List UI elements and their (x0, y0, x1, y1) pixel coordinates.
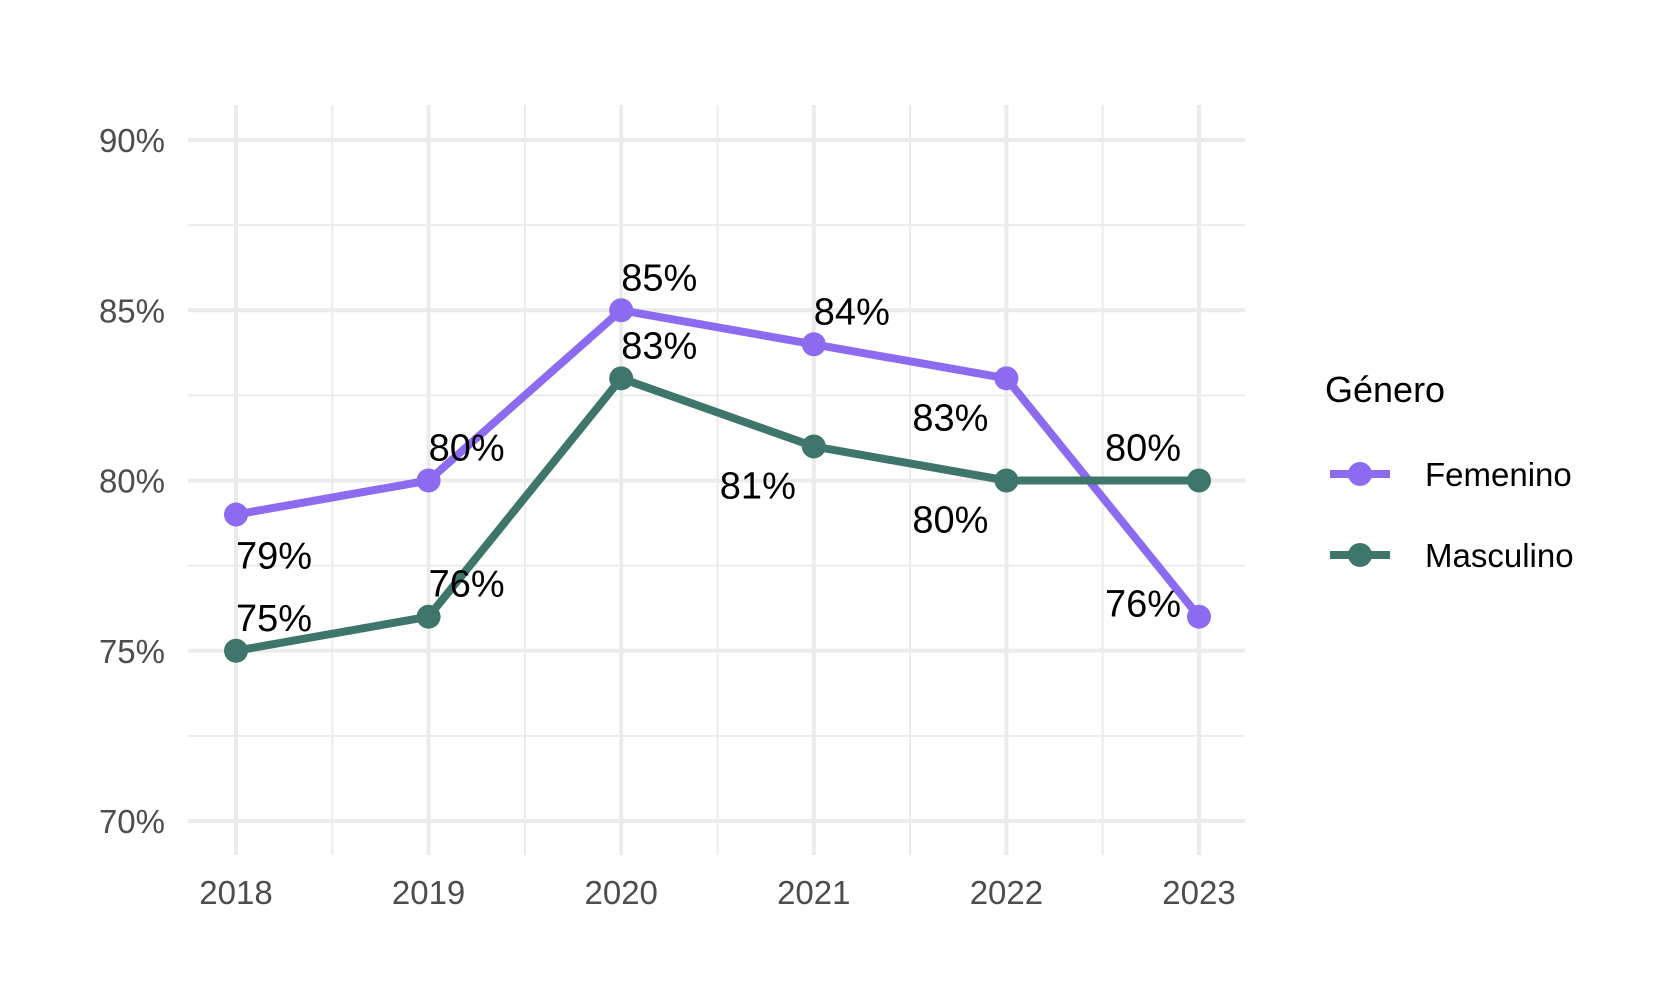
data-point-masculino (994, 468, 1019, 493)
data-label-femenino: 80% (429, 428, 505, 470)
x-tick-label: 2021 (777, 874, 850, 911)
data-label-femenino: 83% (912, 397, 988, 439)
series-line-femenino (232, 306, 1203, 621)
data-point-masculino (801, 434, 826, 459)
data-point-masculino (1187, 468, 1211, 493)
data-point-masculino (416, 604, 441, 629)
legend-label-femenino: Femenino (1425, 456, 1572, 493)
data-point-femenino (416, 468, 441, 493)
x-tick-label: 2019 (392, 874, 465, 911)
y-tick-label: 75% (99, 633, 165, 670)
y-tick-label: 85% (99, 292, 165, 329)
data-point-femenino (801, 332, 826, 357)
data-point-masculino (224, 638, 248, 663)
data-labels: 79% 80% 85% 84% 83% 76% 75% 76% 83% 81% 80% 80% (236, 257, 1181, 640)
data-point-femenino (224, 502, 248, 527)
data-label-femenino: 85% (621, 257, 697, 299)
data-label-masculino: 76% (429, 564, 505, 606)
data-label-femenino: 84% (814, 291, 890, 333)
series-lines (224, 298, 1211, 663)
legend: Género Femenino Masculino (1325, 369, 1574, 574)
legend-key-point (1348, 462, 1372, 486)
y-tick-label: 80% (99, 463, 165, 500)
data-label-femenino: 79% (236, 536, 312, 578)
x-tick-label: 2020 (584, 874, 657, 911)
data-point-masculino (609, 366, 634, 391)
y-tick-label: 90% (99, 122, 165, 159)
legend-title: Género (1325, 369, 1445, 410)
series-line-masculino (232, 374, 1203, 655)
grid (188, 105, 1245, 855)
data-point-femenino (1187, 604, 1211, 629)
legend-key-point (1348, 543, 1372, 567)
data-point-femenino (609, 298, 634, 323)
x-tick-label: 2018 (199, 874, 272, 911)
x-tick-label: 2022 (970, 874, 1043, 911)
data-label-masculino: 81% (720, 465, 796, 507)
x-tick-label: 2023 (1162, 874, 1235, 911)
legend-label-masculino: Masculino (1425, 537, 1574, 574)
data-label-femenino: 76% (1105, 584, 1181, 626)
y-tick-label: 70% (99, 803, 165, 840)
data-label-masculino: 83% (621, 325, 697, 367)
axes: 70% 75% 80% 85% 90% 2018 2019 2020 2021 2022 2023 (99, 122, 1236, 911)
data-point-femenino (994, 366, 1019, 391)
data-label-masculino: 80% (912, 500, 988, 542)
data-label-masculino: 75% (236, 598, 312, 640)
data-label-masculino: 80% (1105, 428, 1181, 470)
